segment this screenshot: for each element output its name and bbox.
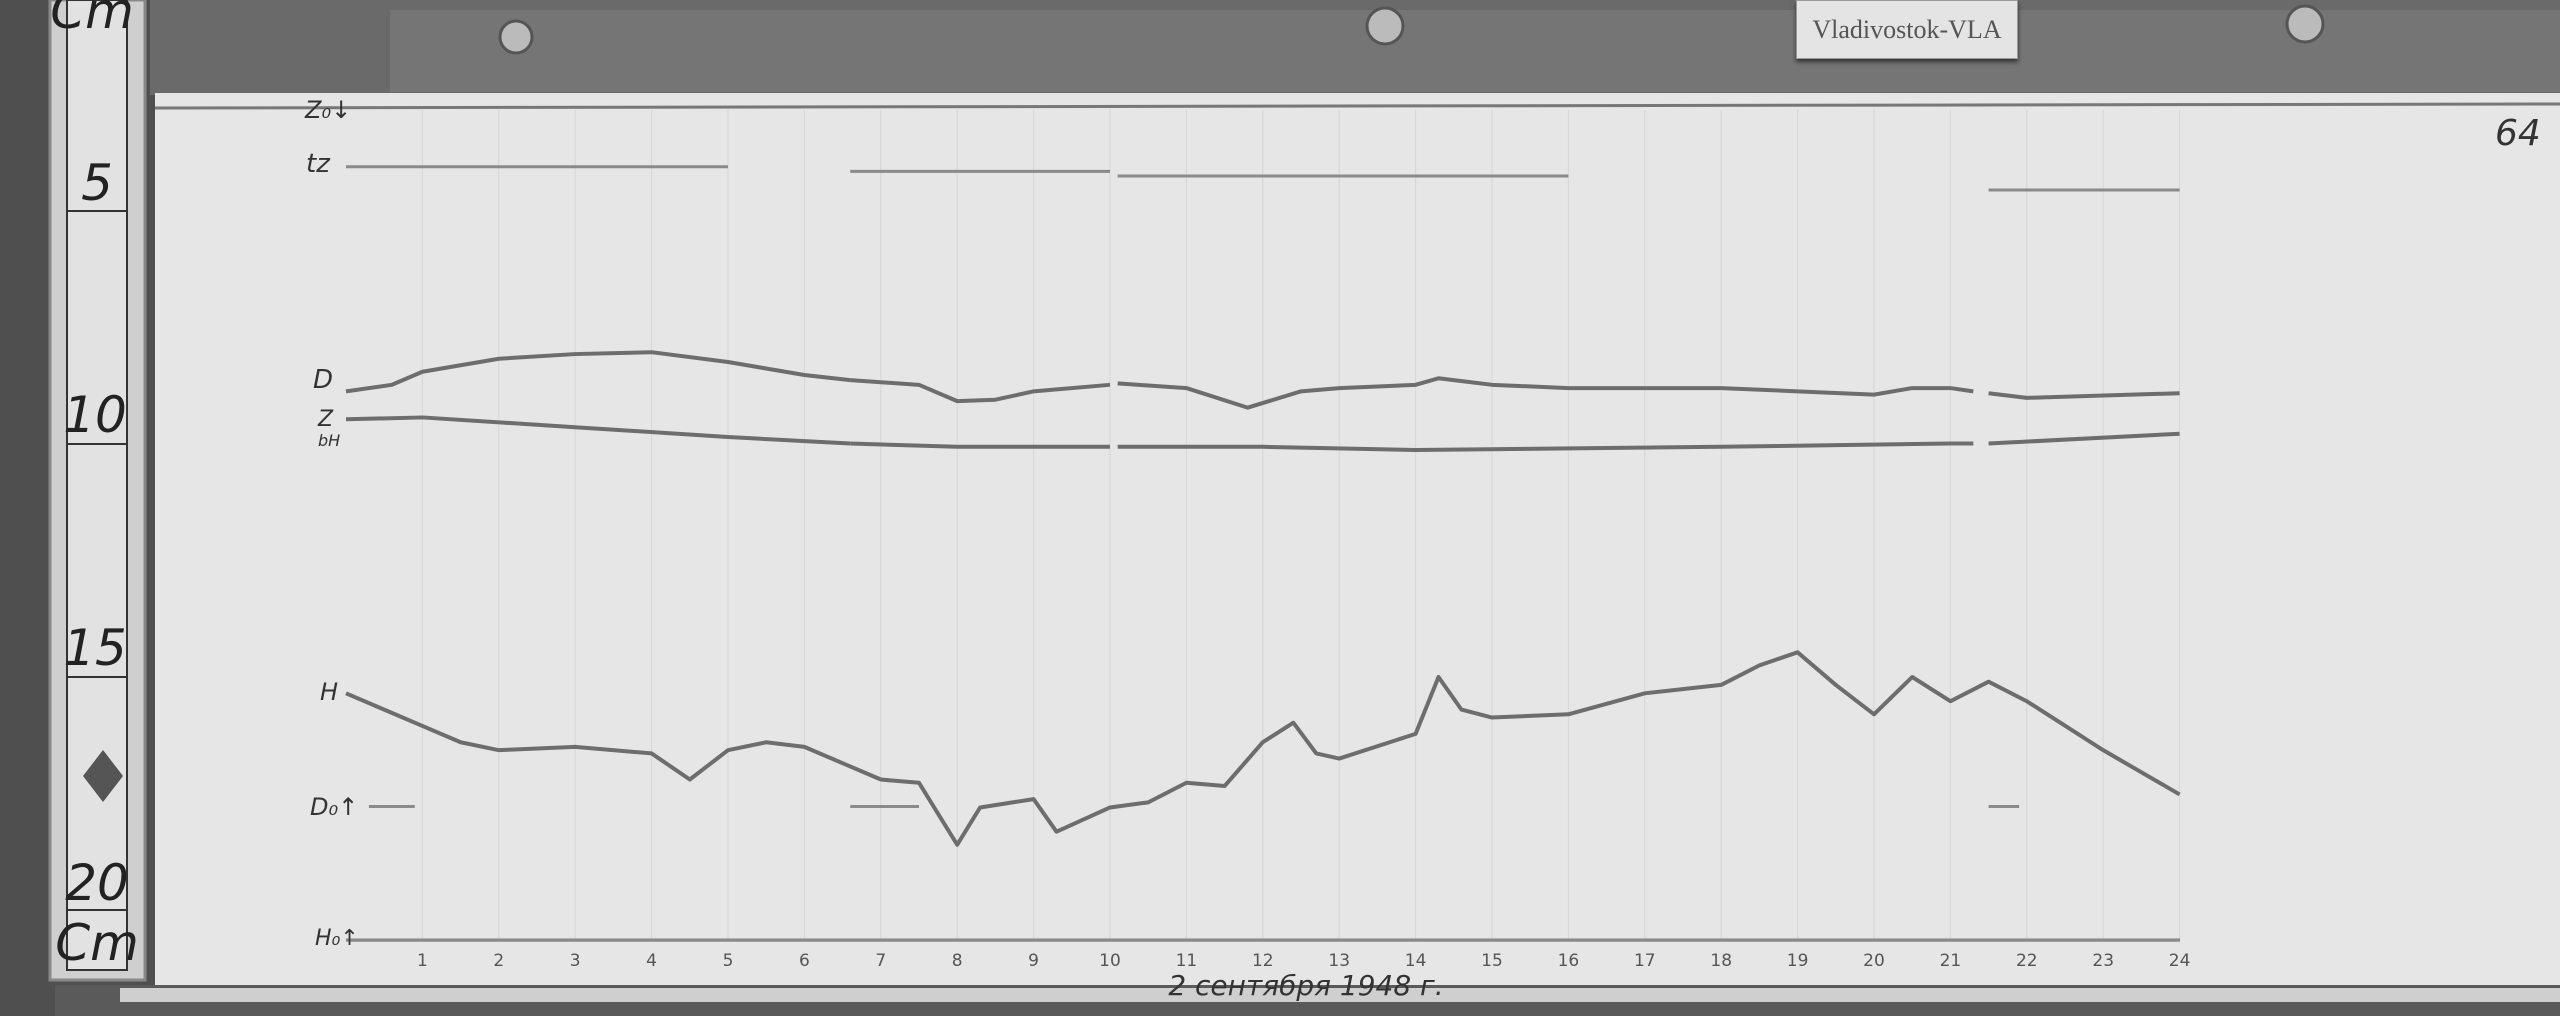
tick-label-6: 6 — [799, 951, 810, 971]
label-z: Z — [317, 407, 334, 432]
label-bh: bH — [318, 431, 340, 450]
trace-d-segment-0 — [345, 350, 851, 394]
tick-label-14: 14 — [1405, 951, 1427, 971]
tick-label-4: 4 — [646, 951, 657, 971]
ruler-unit-bottom: Cm — [55, 914, 139, 972]
date-caption: 2 сентября 1948 г. — [1168, 969, 1443, 1002]
ruler-unit-top: Cm — [50, 0, 134, 40]
screw-icon — [2285, 4, 2325, 44]
tick-label-24: 24 — [2169, 951, 2191, 971]
paper — [155, 93, 2560, 986]
top-edge-line — [154, 102, 2560, 110]
label-z0: Z₀↓ — [304, 96, 351, 124]
trace-z-segment-3 — [1988, 431, 2180, 446]
tick-label-2: 2 — [493, 951, 504, 971]
tick-label-12: 12 — [1252, 951, 1274, 971]
label-d: D — [313, 365, 333, 395]
tick-label-17: 17 — [1634, 951, 1656, 971]
label-h0: H₀↑ — [315, 926, 359, 951]
label-d0: D₀↑ — [310, 793, 358, 821]
tick-label-19: 19 — [1787, 951, 1809, 971]
trace-h-segment-0 — [345, 650, 2181, 847]
trace-z-segment-2 — [1117, 441, 1974, 453]
tick-label-5: 5 — [723, 951, 734, 971]
tick-label-18: 18 — [1710, 951, 1732, 971]
trace-d-segment-2 — [1117, 376, 1974, 410]
tick-label-21: 21 — [1940, 951, 1962, 971]
cm-ruler: Cm 5 10 15 20 Cm — [48, 0, 147, 982]
tick-label-22: 22 — [2016, 951, 2038, 971]
ruler-label-15: 15 — [63, 619, 127, 677]
screw-icon — [498, 19, 534, 55]
baselines — [346, 165, 2180, 942]
tick-label-1: 1 — [417, 951, 428, 971]
sheet-number: 64 — [2495, 113, 2541, 154]
bottom-strip — [120, 988, 2560, 1002]
label-h: H — [320, 678, 338, 706]
trace-labels: Z₀↓ tz D Z bH H D₀↑ H₀↑ — [304, 96, 359, 951]
ruler-marker-icon — [83, 750, 123, 802]
station-tag: Vladivostok-VLA — [1796, 0, 2018, 59]
ruler-label-5: 5 — [81, 154, 113, 212]
ruler-face — [66, 0, 128, 971]
screw-icon — [1365, 6, 1405, 46]
tick-label-7: 7 — [875, 951, 886, 971]
tick-label-16: 16 — [1558, 951, 1580, 971]
trace-z-segment-1 — [850, 441, 1110, 449]
tick-label-23: 23 — [2092, 951, 2114, 971]
tick-label-8: 8 — [952, 951, 963, 971]
trace-d-segment-3 — [1988, 391, 2180, 400]
hour-grid — [421, 110, 2181, 940]
tick-label-15: 15 — [1481, 951, 1503, 971]
ruler-label-20: 20 — [65, 854, 129, 912]
screws — [498, 4, 2325, 55]
tick-label-11: 11 — [1176, 951, 1198, 971]
hour-tick-labels: 1 2 3 4 5 6 7 8 9 10 11 12 13 14 15 16 17 18 19 20 21 22 23 24 — [417, 951, 2190, 971]
trace-d-segment-1 — [850, 378, 1111, 404]
tick-label-9: 9 — [1028, 951, 1039, 971]
traces — [345, 350, 2181, 847]
tick-label-3: 3 — [570, 951, 581, 971]
tick-label-13: 13 — [1328, 951, 1350, 971]
tick-label-20: 20 — [1863, 951, 1885, 971]
trace-z-segment-0 — [345, 415, 851, 446]
plexiglass-strip — [390, 10, 2560, 92]
ruler-label-10: 10 — [63, 386, 127, 444]
tick-label-10: 10 — [1099, 951, 1121, 971]
label-tz: tz — [306, 149, 331, 179]
